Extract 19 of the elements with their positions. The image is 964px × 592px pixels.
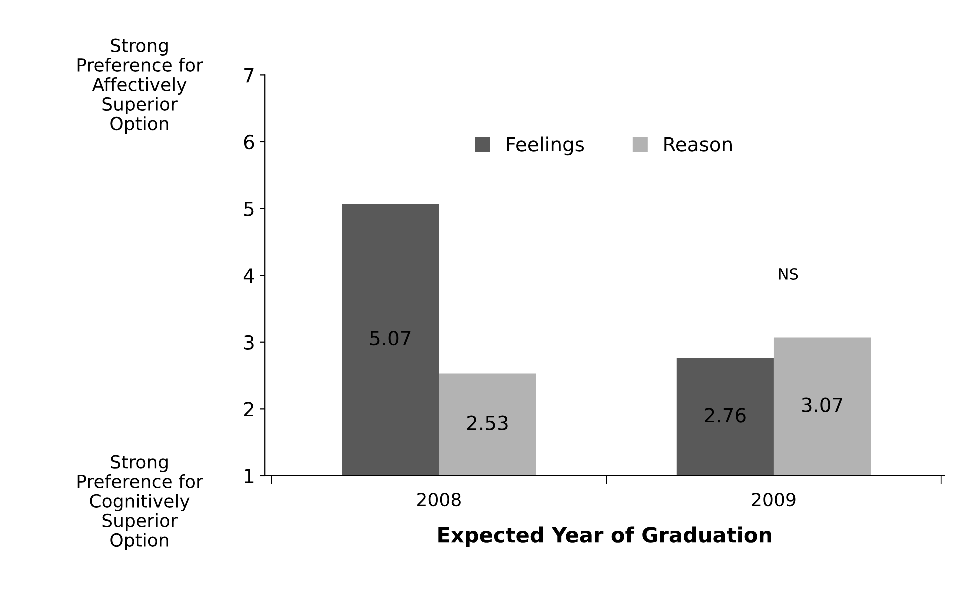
data-label: 3.07 bbox=[802, 398, 843, 412]
x-tick-label: 2008 bbox=[418, 492, 461, 507]
y-tick-label: 4 bbox=[244, 268, 254, 283]
legend-label: Reason bbox=[664, 137, 732, 152]
data-label: 5.07 bbox=[370, 330, 411, 346]
x-axis-title: Expected Year of Graduation bbox=[438, 526, 772, 547]
y-tick-label: 1 bbox=[245, 469, 254, 484]
data-label: 2.53 bbox=[468, 416, 508, 431]
text: Strong Preference for Cognitively Superior Option bbox=[78, 455, 204, 551]
text: Strong Preference for Affectively Superior Option bbox=[78, 38, 204, 134]
y-tick-label: 5 bbox=[244, 202, 254, 216]
y-tick-label: 7 bbox=[244, 68, 254, 83]
y-tick-label: 3 bbox=[244, 335, 254, 350]
legend-label: Feelings bbox=[507, 136, 584, 156]
x-tick-label: 2009 bbox=[752, 492, 796, 507]
data-label: 2.76 bbox=[705, 408, 746, 423]
y-tick-label: 6 bbox=[244, 134, 254, 150]
y-tick-label: 2 bbox=[244, 402, 254, 417]
annotation: NS bbox=[779, 268, 798, 280]
